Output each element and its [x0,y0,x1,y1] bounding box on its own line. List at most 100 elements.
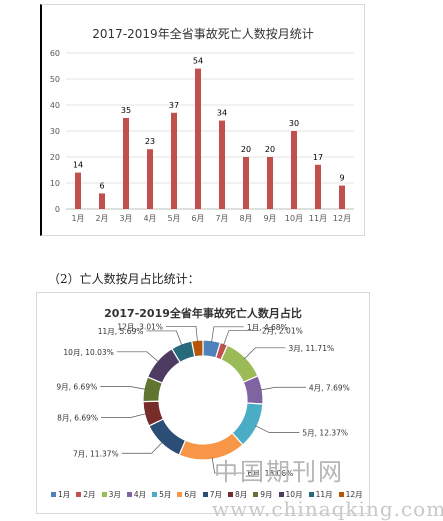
bar-data-label: 9 [339,174,344,183]
x-tick-label: 1月 [71,214,84,223]
leader-line [121,441,164,454]
y-tick-label: 50 [50,75,60,84]
legend-swatch [308,492,314,497]
bar [99,193,105,209]
slice-label: 3月, 11.71% [288,344,334,353]
bar [267,157,273,209]
legend-label: 10月 [285,490,303,499]
x-tick-label: 8月 [239,214,252,223]
slice-label: 9月, 6.69% [56,382,97,391]
bar-data-label: 37 [169,101,179,110]
slice-label: 2月, 2.01% [262,327,303,336]
bar [291,131,297,209]
x-tick-label: 11月 [309,214,327,223]
leader-line [211,326,244,343]
bar [147,149,153,209]
y-tick-label: 40 [50,101,60,110]
y-tick-label: 10 [50,179,60,188]
leader-line [101,413,147,418]
bar [315,164,321,209]
legend-item: 7月 [202,489,222,500]
legend-label: 2月 [83,490,96,499]
x-tick-label: 9月 [263,214,276,223]
donut-chart: 1月, 4.68%2月, 2.01% 3月, 11.71% 4月, 7.69% 5月,… [56,322,350,478]
slice-label: 1月, 4.68% [247,323,288,332]
legend-label: 11月 [315,490,333,499]
leader-line [254,425,300,434]
legend-label: 7月 [209,490,222,499]
slice-label: 7月, 11.37% [73,449,119,458]
bar-data-label: 17 [313,153,323,162]
bar [123,118,129,209]
legend-swatch [278,492,284,497]
legend-swatch [202,492,208,497]
slice-label: 6月, 18.06% [248,469,294,478]
slice-label: 10月, 10.03% [63,348,113,357]
slice-label: 11月, 5.69% [98,327,144,336]
leader-line [166,325,198,343]
x-tick-label: 6月 [191,214,204,223]
donut-slice [148,418,187,456]
bar-chart: 0 10 20 30 40 50 60 14 1月 6 2月 35 3月 23 4月 37 5月 54 6月 34 7月… [50,49,354,223]
leader-line [222,330,259,346]
legend-item: 12月 [338,489,363,500]
bar-data-label: 14 [73,161,83,170]
bar-data-label: 20 [265,145,275,154]
legend-label: 8月 [234,490,248,499]
slice-label: 8月, 6.69% [57,413,98,422]
x-tick-label: 10月 [285,214,303,223]
slice-label: 12月, 3.01% [117,322,163,331]
legend-label: 1月 [58,490,71,499]
leader-line [211,457,245,474]
legend-swatch [227,492,233,497]
section-heading: （2）亡人数按月占比统计： [48,272,200,286]
watermark-url: www.chinaqking.com [212,497,443,521]
bar-chart-title: 2017-2019年全省事故死亡人数按月统计 [92,27,314,41]
leader-line [146,330,183,347]
leader-line [116,351,160,363]
x-tick-label: 12月 [333,214,351,223]
bar-data-label: 54 [193,57,203,66]
donut-chart-panel: 2017-2019全省年事故死亡人数月占比 1月, 4.68% 2月, 2.01%… [36,292,370,514]
y-tick-label: 20 [50,153,60,162]
leader-line [260,386,306,391]
bar-data-label: 34 [217,109,227,118]
bar [75,172,81,209]
legend-label: 6月 [184,490,197,499]
watermark-chinese: 中国期刊网 [214,458,344,486]
y-tick-label: 60 [50,49,60,58]
leader-line [243,347,286,360]
legend-item: 8月 [227,489,248,500]
bar [219,120,225,209]
x-tick-label: 2月 [95,214,108,223]
bar [195,68,201,209]
bar [171,112,177,209]
x-tick-label: 3月 [119,214,132,223]
legend-item: 5月 [152,489,171,500]
legend-label: 5月 [159,490,172,499]
legend-swatch [177,492,183,497]
bar [243,157,249,209]
bar-data-label: 30 [289,119,299,128]
bar-data-label: 23 [145,137,155,146]
legend-swatch [253,492,259,497]
legend-swatch [338,492,344,497]
legend-label: 12月 [345,490,363,499]
x-tick-label: 5月 [167,214,180,223]
legend-swatch [101,492,107,497]
slice-label: 5月, 12.37% [302,429,348,438]
legend-item: 6月 [177,489,197,500]
bar-data-label: 35 [121,106,131,115]
legend-item: 10月 [278,489,303,500]
donut-legend: 1月 2月 3月 4月 5月 6月 7月 8月 9月 10月 11月 12月 [51,489,363,500]
y-tick-label: 30 [50,127,60,136]
legend-label: 3月 [108,490,121,499]
legend-label: 4月 [133,490,147,499]
leader-line [100,386,147,390]
bar-chart-panel: 2017-2019年全省事故死亡人数按月统计 0 10 20 30 40 50 60 14 1月… [40,4,365,236]
legend-item: 11月 [308,489,333,500]
legend-swatch [152,492,158,497]
slice-label: 4月, 7.69% [309,383,350,392]
bar-data-label: 6 [99,181,104,190]
donut-slice [191,339,204,358]
